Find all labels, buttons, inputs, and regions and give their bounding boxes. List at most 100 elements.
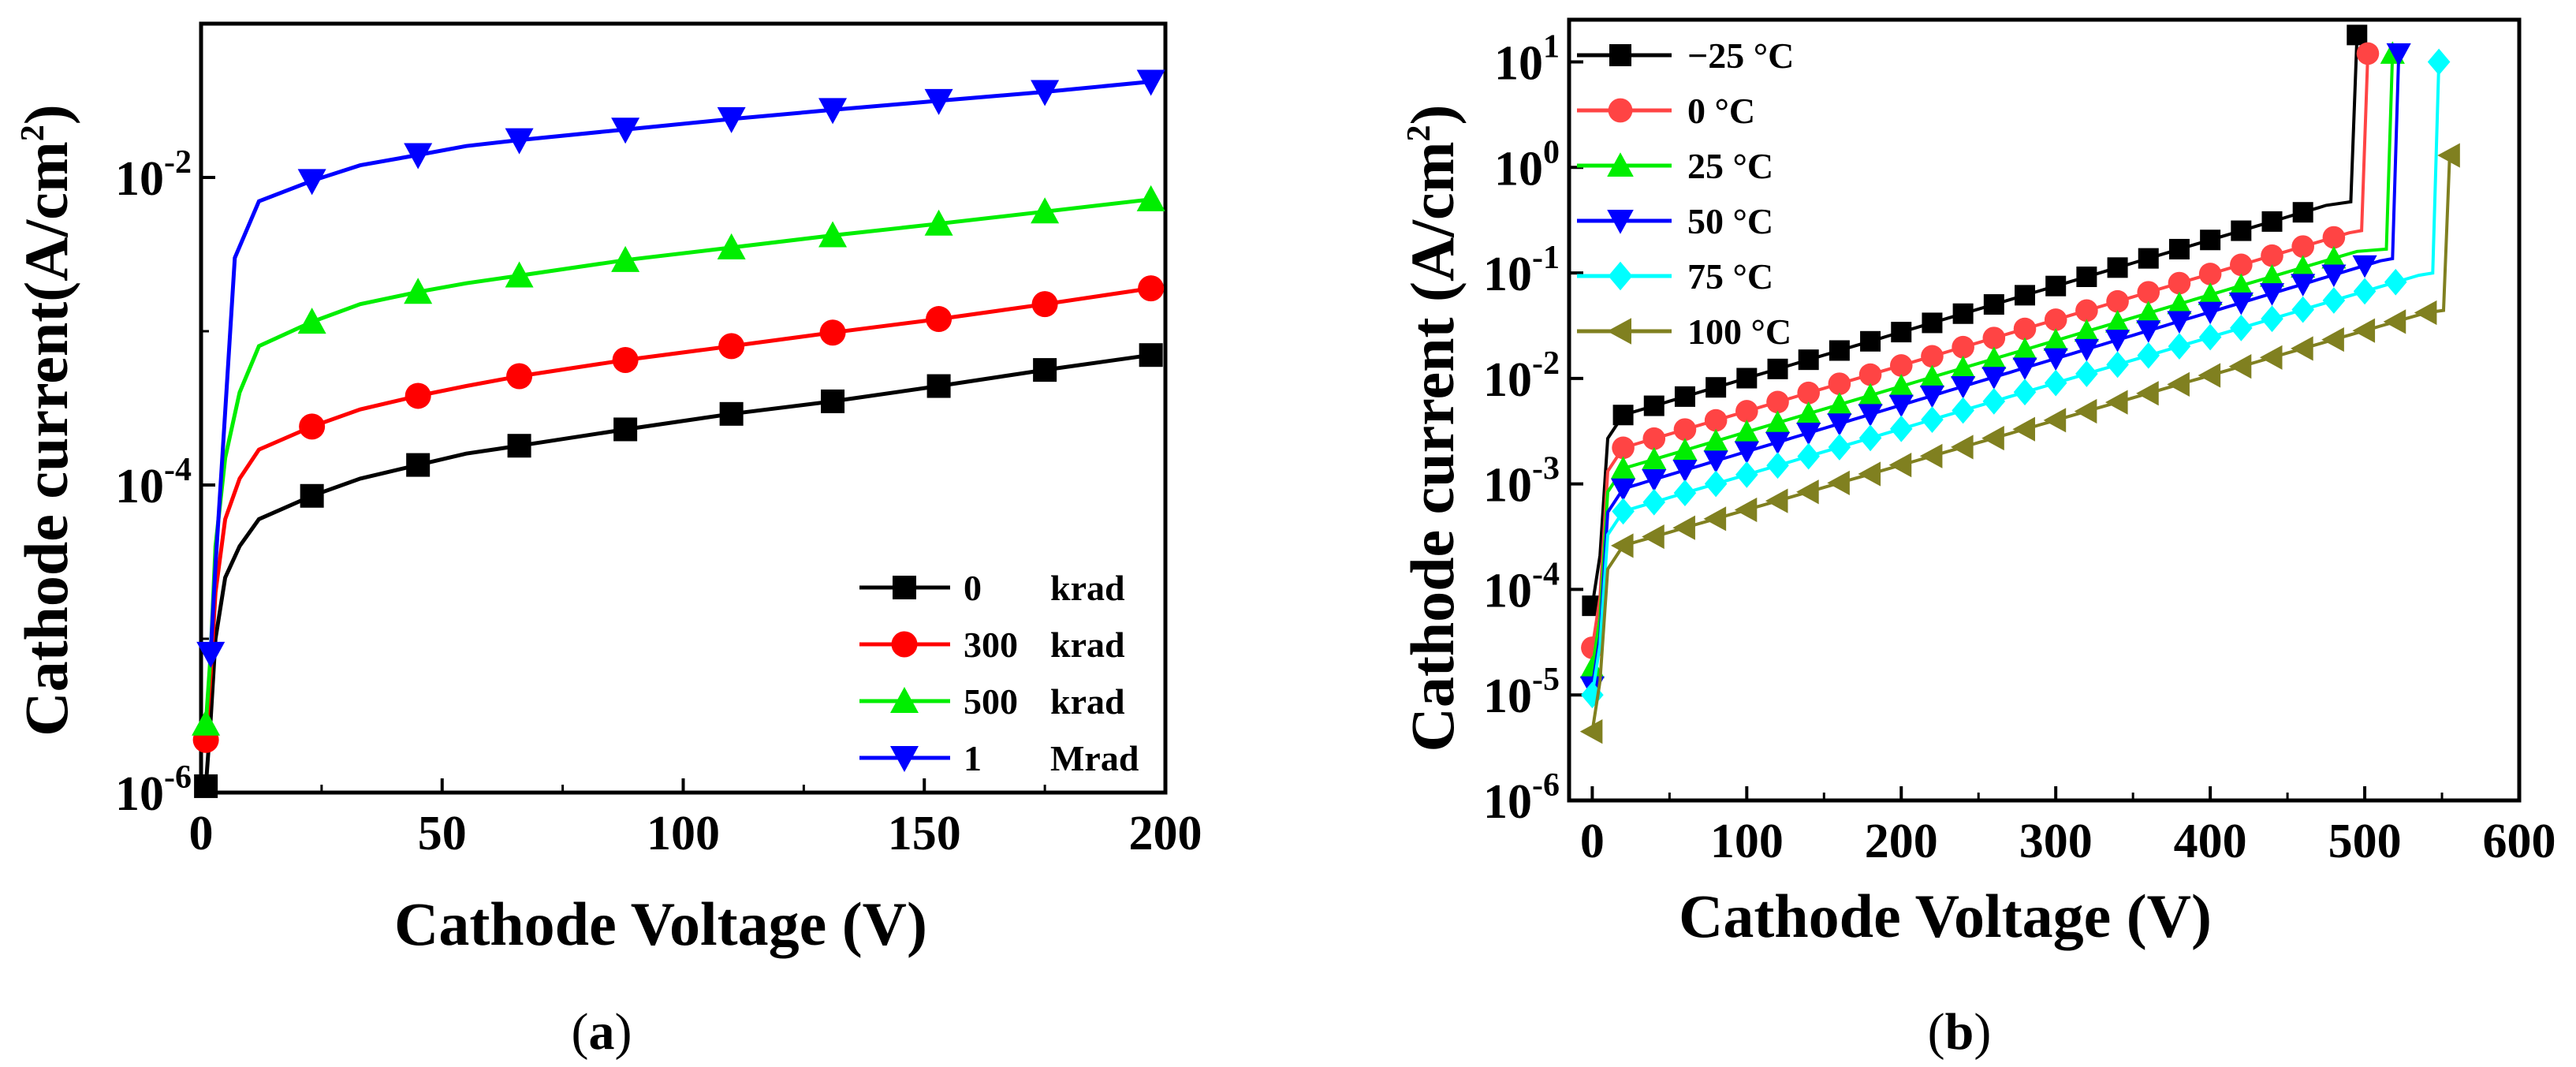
panel-b-data-point <box>1674 386 1695 407</box>
panel-a-data-point <box>505 128 534 155</box>
panel-a-legend-label: 1 <box>964 738 982 778</box>
panel-a-data-point <box>612 346 639 373</box>
panel-b-data-point <box>2292 202 2313 223</box>
panel-b-data-point <box>2044 308 2067 331</box>
panel-a-x-tick-label: 150 <box>888 807 961 860</box>
panel-b-data-point <box>1612 498 1635 525</box>
panel-a-data-point <box>299 413 326 440</box>
panel-b-x-tick-label: 500 <box>2328 815 2402 868</box>
panel-b-data-point <box>2261 305 2283 333</box>
panel-a-data-point <box>611 118 640 144</box>
panel-a-data-point <box>1136 69 1165 96</box>
panel-b-data-point <box>1888 394 1914 418</box>
panel-a-legend-marker <box>891 631 918 658</box>
panel-a-y-axis-title: Cathode current(A/cm2) <box>12 104 80 737</box>
panel-b-data-point <box>2259 264 2285 287</box>
panel-b-data-point <box>1828 372 1851 395</box>
panel-b-data-point <box>1888 453 1912 478</box>
panel-b-data-point <box>1888 374 1914 397</box>
panel-a-data-point <box>1031 197 1060 224</box>
panel-b-legend-label: 100 °C <box>1687 312 1791 352</box>
panel-b-data-point <box>2291 235 2314 258</box>
panel-a-data-point <box>505 261 534 288</box>
panel-b-data-point <box>2198 323 2222 351</box>
panel-b-legend-marker <box>1608 98 1633 123</box>
panel-b-legend-label: −25 °C <box>1687 35 1794 76</box>
panel-b-data-point <box>1703 506 1727 532</box>
panel-b-data-point <box>2198 363 2221 388</box>
panel-b-data-point <box>1952 335 1974 359</box>
panel-b-data-point <box>1827 470 1850 495</box>
panel-a-data-point <box>926 306 952 333</box>
panel-b-data-point <box>1858 363 1882 386</box>
panel-b-y-tick-label: 10-6 <box>1483 767 1560 829</box>
panel-b-data-point <box>1827 392 1852 415</box>
panel-b-data-point <box>1610 456 1636 479</box>
panel-b-data-point <box>1983 294 2004 315</box>
panel-b-data-point <box>1610 533 1634 558</box>
panel-b-data-point <box>1860 330 1881 352</box>
panel-b-data-point <box>2321 264 2347 288</box>
panel-b-data-point <box>2013 317 2037 341</box>
panel-b-x-tick-label: 200 <box>1865 815 1938 868</box>
panel-b-data-point <box>1672 460 1698 483</box>
panel-b-legend-label: 25 °C <box>1687 146 1773 186</box>
panel-b-data-point <box>2231 220 2252 241</box>
panel-b-data-point <box>1736 367 1758 389</box>
panel-a-legend-marker <box>893 576 916 599</box>
panel-b-data-point <box>2043 408 2067 433</box>
panel-b-data-point <box>2291 274 2316 297</box>
panel-a-data-point <box>821 389 845 413</box>
panel-b-data-point <box>1767 358 1788 379</box>
panel-a-legend-unit: Mrad <box>1050 738 1139 778</box>
panel-b-data-point <box>2230 253 2253 277</box>
panel-b-data-point <box>2167 371 2190 397</box>
panel-a-data-point <box>924 88 953 115</box>
panel-b-data-point <box>1642 488 1666 516</box>
panel-a-data-point <box>1031 291 1058 318</box>
panel-b-data-point <box>2384 268 2407 296</box>
panel-a-x-tick-label: 50 <box>418 807 467 860</box>
caption-a: (a) <box>572 1003 632 1061</box>
panel-a-legend-label: 0 <box>964 568 982 608</box>
panel-b-data-point <box>2104 390 2128 415</box>
panel-b-data-point <box>1828 434 1851 461</box>
panel-b-data-point <box>1951 355 1976 379</box>
panel-b-data-point <box>2044 369 2067 397</box>
panel-b-y-tick-label: 10-1 <box>1483 240 1560 301</box>
panel-b-data-point <box>1952 397 1974 424</box>
panel-b-data-point <box>1642 427 1666 450</box>
panel-b-data-point <box>1919 385 1945 409</box>
panel-b-x-tick-label: 400 <box>2174 815 2247 868</box>
panel-b-data-point <box>2321 326 2344 353</box>
panel-b-data-point <box>2259 345 2283 370</box>
panel-a-y-tick-label: 10-6 <box>115 759 192 821</box>
panel-b-data-point <box>1704 409 1728 432</box>
panel-b-data-point <box>2198 301 2223 325</box>
panel-b-data-point <box>1612 405 1634 426</box>
panel-b-data-point <box>1982 326 2006 349</box>
panel-a-data-point <box>404 382 431 409</box>
panel-b-legend-label: 75 °C <box>1687 256 1773 297</box>
panel-a-chart: 0 50 100 150 200 10-6 10-4 10-2 0 krad 300 krad 500 k… <box>12 21 1202 958</box>
panel-b-data-point <box>2012 416 2036 442</box>
panel-b-data-point <box>1827 413 1852 436</box>
panel-b-data-point <box>2013 379 2037 406</box>
panel-a-data-point <box>297 308 326 334</box>
panel-b-plot-frame <box>1567 17 2522 803</box>
panel-b-data-point <box>1858 424 1882 452</box>
panel-b-data-point <box>1642 524 1665 550</box>
panel-b-data-point <box>2136 300 2161 324</box>
panel-b-y-tick-label: 101 <box>1494 29 1560 91</box>
panel-b-data-point <box>1891 322 1912 343</box>
panel-b-legend-marker <box>1608 261 1633 291</box>
panel-b-legend-marker <box>1607 318 1631 345</box>
panel-b-data-point <box>1673 479 1697 507</box>
panel-b-data-point <box>1981 367 2007 390</box>
panel-b-data-point <box>1672 515 1695 540</box>
panel-b-data-point <box>1919 443 1943 468</box>
panel-b-data-point <box>2352 255 2377 278</box>
panel-b-data-point <box>2414 300 2437 326</box>
panel-b-data-point <box>2012 357 2037 381</box>
